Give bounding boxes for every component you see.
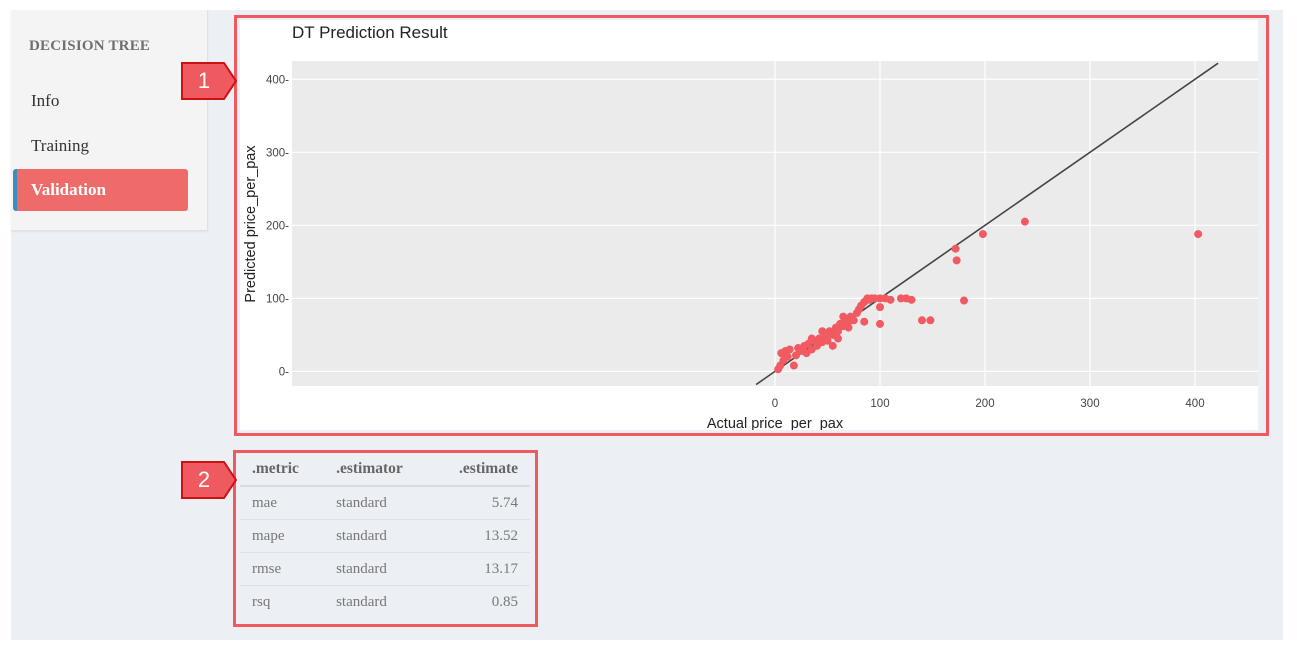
prediction-scatter-chart: 0 100 200 300 400 0- 100- 200- 300- 400- DT Predi… — [240, 20, 1258, 430]
scatter-point — [951, 244, 960, 253]
y-tick-label: 400- — [266, 74, 289, 86]
scatter-point — [876, 303, 884, 312]
cell-estimate: 13.17 — [431, 552, 530, 586]
cell-estimate: 13.52 — [431, 519, 530, 553]
axis-ticks: 0 100 200 300 400 0- 100- 200- 300- 400- — [266, 74, 1205, 410]
grid-lines — [292, 61, 1258, 386]
x-tick-label: 300 — [1080, 398, 1099, 410]
scatter-point — [828, 341, 837, 350]
cell-estimate: 5.74 — [431, 486, 530, 520]
cell-estimator: standard — [324, 552, 432, 586]
scatter-point — [952, 256, 961, 265]
table-row: rsq standard 0.85 — [240, 586, 530, 619]
sidebar-item-training[interactable]: Training — [31, 136, 89, 155]
table-header-row: .metric .estimator .estimate — [240, 453, 530, 487]
table-row: mae standard 5.74 — [240, 486, 530, 520]
y-tick-label: 100- — [266, 293, 289, 305]
scatter-point — [1194, 230, 1203, 239]
callout-1-arrow — [181, 62, 238, 100]
callout-1-label: 1 — [197, 68, 211, 93]
scatter-point — [818, 327, 827, 336]
table-row: rmse standard 13.17 — [240, 552, 530, 586]
sidebar: DECISION TREE Info Training Validation — [11, 10, 208, 231]
scatter-point — [907, 295, 916, 304]
sidebar-title: DECISION TREE — [29, 38, 151, 54]
callout-2-arrow — [181, 461, 238, 499]
scatter-point — [823, 336, 832, 345]
scatter-point — [807, 334, 816, 343]
cell-estimator: standard — [324, 486, 432, 520]
cell-metric: mape — [240, 519, 325, 553]
scatter-point — [789, 361, 798, 370]
sidebar-item-info[interactable]: Info — [31, 91, 60, 110]
cell-metric: rmse — [240, 552, 325, 586]
scatter-point — [849, 316, 858, 325]
cell-estimator: standard — [336, 593, 387, 610]
scatter-point — [834, 327, 842, 336]
scatter-point — [860, 317, 869, 326]
scatter-point — [886, 295, 895, 304]
scatter-point — [834, 334, 842, 343]
scatter-point — [1020, 217, 1029, 226]
y-tick-label: 0- — [279, 366, 289, 378]
scatter-point — [918, 316, 926, 325]
x-tick-label: 100 — [870, 398, 889, 410]
x-tick-label: 0 — [772, 398, 778, 410]
cell-estimate: 0.85 — [491, 593, 518, 610]
callout-2 — [181, 461, 238, 499]
scatter-point — [960, 296, 968, 305]
scatter-point — [792, 351, 800, 360]
scatter-point — [876, 319, 884, 328]
cell-metric: mae — [240, 486, 325, 520]
header-estimator: .estimator — [324, 453, 432, 487]
scatter-point — [783, 352, 792, 361]
callout-1 — [181, 62, 238, 100]
x-axis-label: Actual price_per_pax — [707, 416, 844, 430]
scatter-point — [839, 312, 848, 321]
cell-metric: rsq — [252, 593, 271, 610]
header-metric: .metric — [240, 453, 325, 487]
scatter-point — [926, 316, 935, 325]
table-row: mape standard 13.52 — [240, 519, 530, 553]
y-axis-label: Predicted price_per_pax — [243, 145, 259, 303]
scatter-point — [785, 345, 794, 354]
header-estimate: .estimate — [431, 453, 530, 487]
y-tick-label: 300- — [266, 147, 289, 159]
scatter-point — [978, 230, 987, 239]
callout-2-label: 2 — [197, 467, 211, 492]
x-tick-label: 200 — [975, 398, 994, 410]
chart-title: DT Prediction Result — [292, 23, 448, 42]
y-tick-label: 200- — [266, 220, 289, 232]
scatter-point — [844, 323, 853, 332]
x-tick-label: 400 — [1185, 398, 1204, 410]
sidebar-item-validation[interactable]: Validation — [13, 169, 188, 211]
cell-estimator: standard — [324, 519, 432, 553]
scatter-points — [774, 217, 1203, 374]
metrics-table: .metric .estimator .estimate mae standar… — [240, 453, 530, 618]
